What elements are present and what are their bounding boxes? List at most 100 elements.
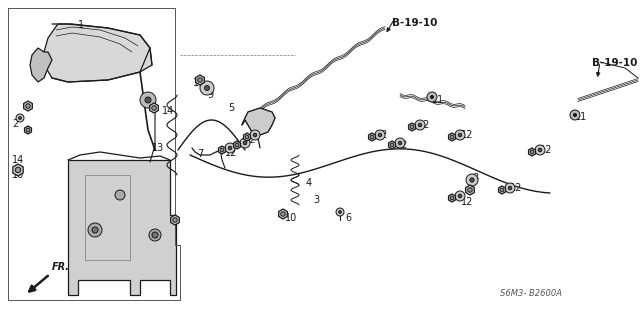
Polygon shape <box>24 101 33 111</box>
Circle shape <box>220 148 224 152</box>
Circle shape <box>198 78 202 82</box>
Circle shape <box>16 114 24 122</box>
Circle shape <box>205 85 209 91</box>
Polygon shape <box>68 160 176 295</box>
Circle shape <box>243 141 247 145</box>
Polygon shape <box>234 141 241 149</box>
Circle shape <box>281 212 285 216</box>
Polygon shape <box>242 108 275 135</box>
Circle shape <box>431 95 433 99</box>
Circle shape <box>152 106 156 110</box>
Circle shape <box>145 97 151 103</box>
Circle shape <box>15 167 20 173</box>
Circle shape <box>19 117 21 119</box>
Circle shape <box>505 183 515 193</box>
Text: 10: 10 <box>193 78 205 88</box>
Text: 7: 7 <box>197 149 204 159</box>
Polygon shape <box>369 133 376 141</box>
Text: 4: 4 <box>306 178 312 188</box>
Polygon shape <box>529 148 536 156</box>
Circle shape <box>458 133 461 137</box>
Circle shape <box>140 92 156 108</box>
Circle shape <box>395 138 405 148</box>
Text: 12: 12 <box>461 197 474 207</box>
Polygon shape <box>466 185 474 195</box>
Circle shape <box>458 194 461 198</box>
Text: 12: 12 <box>244 135 257 145</box>
Text: 2: 2 <box>12 119 19 129</box>
Text: B-19-10: B-19-10 <box>392 18 437 28</box>
Circle shape <box>173 218 177 222</box>
Circle shape <box>468 188 472 192</box>
Circle shape <box>450 135 454 139</box>
Circle shape <box>427 92 437 102</box>
Circle shape <box>450 196 454 200</box>
Polygon shape <box>24 126 31 134</box>
Text: 14: 14 <box>162 106 174 116</box>
Circle shape <box>419 123 422 127</box>
Text: 1: 1 <box>78 20 84 30</box>
Circle shape <box>88 223 102 237</box>
Circle shape <box>339 211 341 213</box>
Circle shape <box>152 232 158 238</box>
Polygon shape <box>171 215 179 225</box>
Text: 10: 10 <box>285 213 297 223</box>
Text: FR.: FR. <box>52 262 70 272</box>
Circle shape <box>375 130 385 140</box>
Circle shape <box>500 188 504 192</box>
Polygon shape <box>196 75 204 85</box>
Polygon shape <box>388 141 396 149</box>
Text: 13: 13 <box>152 143 164 153</box>
Text: 8: 8 <box>472 173 478 183</box>
Circle shape <box>228 146 232 150</box>
Text: 6: 6 <box>345 213 351 223</box>
Polygon shape <box>150 103 158 113</box>
Circle shape <box>570 110 580 120</box>
Polygon shape <box>13 164 23 176</box>
Text: 11: 11 <box>575 112 588 122</box>
Text: 5: 5 <box>228 103 234 113</box>
Polygon shape <box>499 186 506 194</box>
Text: 12: 12 <box>461 130 474 140</box>
Circle shape <box>26 104 30 108</box>
Circle shape <box>250 130 260 140</box>
Circle shape <box>470 178 474 182</box>
Text: 11: 11 <box>432 95 444 105</box>
Circle shape <box>415 120 425 130</box>
Circle shape <box>336 208 344 216</box>
Text: 12: 12 <box>396 140 408 150</box>
Circle shape <box>149 229 161 241</box>
Text: 12: 12 <box>225 148 237 158</box>
Text: 12: 12 <box>418 120 430 130</box>
Text: 12: 12 <box>540 145 552 155</box>
Polygon shape <box>449 194 456 202</box>
Circle shape <box>236 143 239 147</box>
Circle shape <box>455 191 465 201</box>
Polygon shape <box>218 146 225 154</box>
Circle shape <box>508 186 512 190</box>
Circle shape <box>573 114 577 116</box>
Circle shape <box>466 174 478 186</box>
Circle shape <box>240 138 250 148</box>
Text: 14: 14 <box>12 155 24 165</box>
Polygon shape <box>449 133 456 141</box>
Circle shape <box>538 148 541 152</box>
Polygon shape <box>278 209 287 219</box>
Circle shape <box>253 133 257 137</box>
Circle shape <box>225 143 235 153</box>
Text: 12: 12 <box>510 183 522 193</box>
Polygon shape <box>44 24 152 82</box>
Polygon shape <box>244 133 250 141</box>
Circle shape <box>370 135 374 139</box>
Circle shape <box>26 128 30 132</box>
Text: S6M3- B2600A: S6M3- B2600A <box>500 289 562 298</box>
Circle shape <box>398 141 402 145</box>
Polygon shape <box>408 123 415 131</box>
Circle shape <box>115 190 125 200</box>
Circle shape <box>455 130 465 140</box>
Circle shape <box>535 145 545 155</box>
Circle shape <box>92 227 98 233</box>
Circle shape <box>200 81 214 95</box>
Polygon shape <box>30 48 52 82</box>
Circle shape <box>245 135 249 139</box>
